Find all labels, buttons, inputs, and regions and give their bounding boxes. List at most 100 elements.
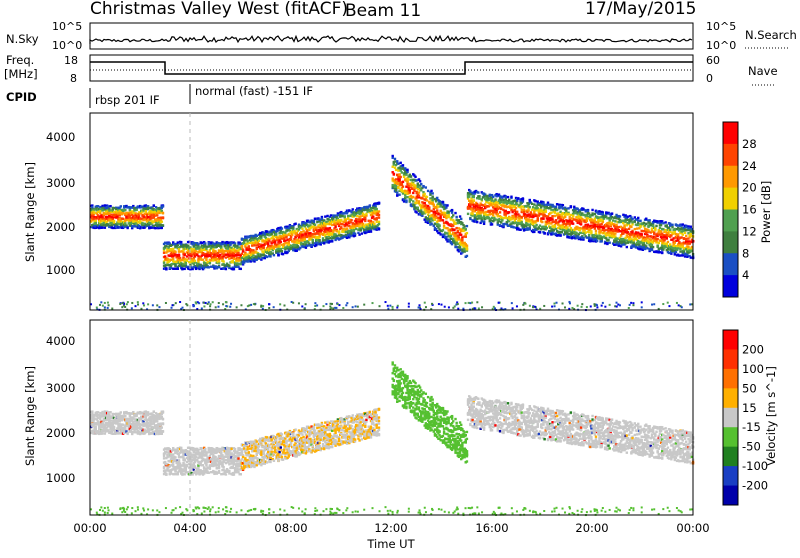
- power-point: [169, 255, 171, 257]
- power-point: [614, 220, 616, 222]
- power-point: [580, 223, 582, 225]
- power-point: [627, 241, 629, 243]
- power-point: [513, 226, 515, 228]
- power-point: [514, 200, 516, 202]
- power-point: [594, 218, 596, 220]
- power-point: [469, 218, 471, 220]
- power-point: [615, 224, 617, 226]
- power-point: [596, 240, 598, 242]
- power-point: [495, 201, 497, 203]
- power-point: [463, 250, 465, 252]
- power-point: [402, 164, 404, 166]
- power-point: [598, 210, 600, 212]
- power-point: [316, 239, 318, 241]
- power-point: [403, 200, 405, 202]
- power-point: [501, 196, 503, 198]
- power-point: [658, 233, 660, 235]
- power-point: [262, 246, 264, 248]
- power-point: [302, 230, 304, 232]
- power-point: [522, 200, 524, 202]
- power-point: [341, 215, 343, 217]
- power-point: [363, 225, 365, 227]
- power-point: [447, 211, 449, 213]
- power-point: [162, 216, 164, 218]
- power-point: [511, 211, 513, 213]
- power-point: [507, 196, 509, 198]
- power-point: [591, 212, 593, 214]
- power-point: [350, 211, 352, 213]
- power-point: [417, 182, 419, 184]
- power-panel: Slant Range [km] 1000 2000 3000 4000 282…: [23, 113, 773, 311]
- power-point: [336, 235, 338, 237]
- power-point: [395, 178, 397, 180]
- power-point: [546, 227, 548, 229]
- power-point: [549, 230, 551, 232]
- power-point: [500, 207, 502, 209]
- power-point: [437, 213, 439, 215]
- power-point: [322, 237, 324, 239]
- power-point: [233, 268, 235, 270]
- power-point: [635, 231, 637, 233]
- noise-left-tick-top: 10^5: [52, 20, 82, 33]
- power-point: [529, 206, 531, 208]
- power-point: [415, 179, 417, 181]
- power-point: [636, 227, 638, 229]
- power-point: [396, 192, 398, 194]
- power-point: [587, 210, 589, 212]
- power-point: [514, 209, 516, 211]
- power-point: [276, 230, 278, 232]
- power-point: [571, 232, 573, 234]
- cpid-mode-normal: normal (fast) -151 IF: [195, 84, 313, 98]
- power-point: [458, 238, 460, 240]
- power-point: [124, 222, 126, 224]
- power-point: [628, 238, 630, 240]
- power-point: [628, 228, 630, 230]
- power-point: [555, 228, 557, 230]
- power-point: [476, 221, 478, 223]
- power-point: [324, 215, 326, 217]
- power-point: [112, 227, 114, 229]
- power-point: [338, 234, 340, 236]
- power-point: [637, 219, 639, 221]
- power-point: [572, 215, 574, 217]
- power-point: [243, 239, 245, 241]
- power-point: [195, 268, 197, 270]
- power-point: [595, 221, 597, 223]
- power-point: [482, 209, 484, 211]
- nave-tick-bottom: 0: [706, 72, 713, 85]
- power-point: [631, 221, 633, 223]
- power-point: [445, 206, 447, 208]
- power-point: [516, 211, 518, 213]
- power-point: [178, 248, 180, 250]
- power-point: [542, 218, 544, 220]
- power-point: [459, 247, 461, 249]
- power-point: [423, 193, 425, 195]
- power-point: [547, 201, 549, 203]
- power-point: [276, 237, 278, 239]
- power-point: [412, 200, 414, 202]
- power-point: [172, 248, 174, 250]
- power-point: [591, 209, 593, 211]
- power-point: [539, 224, 541, 226]
- power-point: [395, 188, 397, 190]
- power-point: [363, 214, 365, 216]
- power-point: [624, 214, 626, 216]
- power-point: [202, 258, 204, 260]
- power-point: [300, 231, 302, 233]
- power-point: [521, 205, 523, 207]
- power-point: [212, 259, 214, 261]
- power-point: [453, 229, 455, 231]
- power-point: [273, 254, 275, 256]
- power-point: [478, 197, 480, 199]
- power-point: [539, 213, 541, 215]
- power-point: [669, 229, 671, 231]
- power-point: [447, 216, 449, 218]
- power-point: [473, 196, 475, 198]
- power-point: [486, 195, 488, 197]
- power-point: [588, 234, 590, 236]
- power-point: [467, 213, 469, 215]
- power-point: [540, 206, 542, 208]
- power-point: [594, 213, 596, 215]
- power-point: [606, 242, 608, 244]
